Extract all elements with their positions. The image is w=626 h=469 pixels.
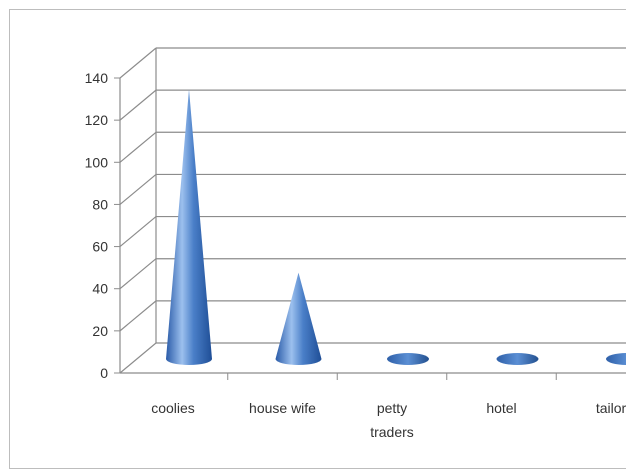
cone-body [275, 272, 322, 365]
category-label: hotel [486, 400, 516, 416]
y-tick-label: 20 [92, 323, 108, 339]
y-tick-label: 100 [85, 154, 109, 170]
category-label: coolies [151, 400, 195, 416]
cone-house-wife [275, 272, 322, 365]
y-tick-label: 140 [85, 70, 109, 86]
cone-base [496, 353, 539, 365]
gridline-diagonal [119, 173, 157, 205]
y-tick-label: 40 [92, 281, 108, 297]
gridline-diagonal [119, 258, 157, 290]
y-tick-label: 120 [85, 112, 109, 128]
category-label: petty traders [370, 400, 414, 440]
category-label: house wife [249, 400, 316, 416]
gridline-diagonal [119, 47, 157, 79]
y-tick-label: 0 [100, 365, 108, 381]
gridline-diagonal [119, 131, 157, 163]
cone-coolies [166, 89, 212, 365]
y-axis: 0 20 40 60 80 100 120 140 [85, 70, 121, 381]
cone-chart: 0 20 40 60 80 100 120 140 coolies house wife pett… [85, 47, 626, 440]
cone-body [166, 89, 212, 365]
gridline-diagonal [119, 300, 157, 332]
y-tick-label: 80 [92, 196, 108, 212]
gridline-diagonal [119, 89, 157, 121]
y-tick-label: 60 [92, 239, 108, 255]
category-label: tailor [596, 400, 626, 416]
gridline-diagonal [119, 342, 157, 374]
cones-layer [166, 89, 626, 365]
cone-hotel [496, 353, 539, 365]
category-labels: coolies house wife petty traders hotel tailor [151, 400, 626, 440]
grid-layer [119, 47, 626, 374]
cone-base [606, 353, 626, 365]
x-axis [120, 372, 626, 380]
cone-petty-traders [387, 353, 429, 365]
cone-base [387, 353, 429, 365]
cone-tailor [606, 353, 626, 365]
gridline-diagonal [119, 216, 157, 248]
